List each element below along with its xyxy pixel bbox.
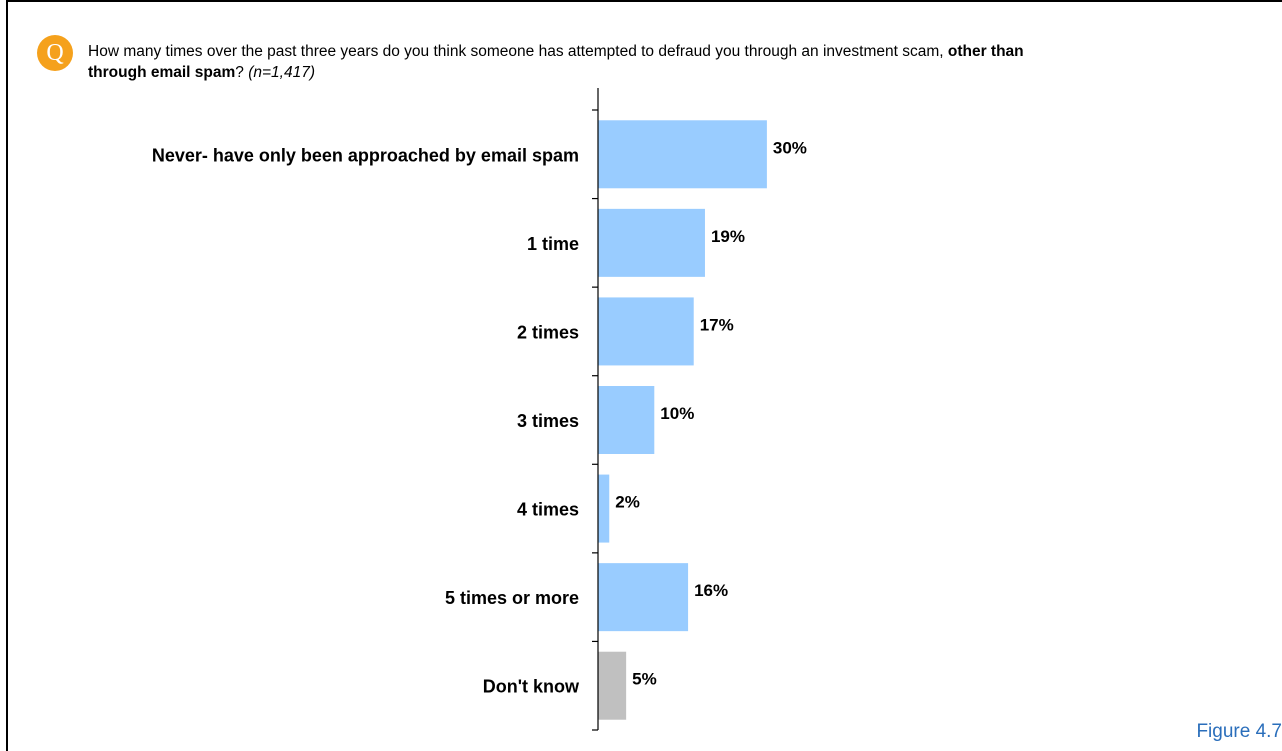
bar [598, 563, 689, 632]
value-label: 10% [660, 404, 694, 423]
value-label: 5% [632, 670, 657, 689]
value-label: 17% [700, 315, 734, 334]
category-label: 3 times [517, 411, 579, 431]
bar [598, 297, 694, 366]
bar [598, 386, 655, 454]
question-main-text: How many times over the past three years… [88, 43, 948, 60]
chart-frame [6, 0, 1282, 751]
category-label: 4 times [517, 500, 579, 520]
sample-size: (n=1,417) [248, 64, 316, 81]
value-label: 30% [773, 138, 807, 157]
question-text: How many times over the past three years… [88, 41, 1068, 83]
bar [598, 651, 627, 720]
category-label: 2 times [517, 322, 579, 342]
bar [598, 208, 705, 277]
question-bold-text: other than through email spam [88, 43, 1024, 81]
bar [598, 120, 767, 189]
bar [598, 474, 610, 543]
value-label: 16% [694, 581, 728, 600]
value-label: 19% [711, 227, 745, 246]
category-label: 5 times or more [445, 588, 579, 608]
category-label: Never- have only been approached by emai… [152, 145, 579, 165]
category-label: Don't know [483, 677, 580, 697]
category-label: 1 time [527, 234, 579, 254]
question-mark: ? [235, 64, 249, 81]
figure-label: Figure 4.7 [1196, 721, 1282, 742]
question-badge: Q [37, 35, 73, 71]
value-label: 2% [615, 493, 640, 512]
